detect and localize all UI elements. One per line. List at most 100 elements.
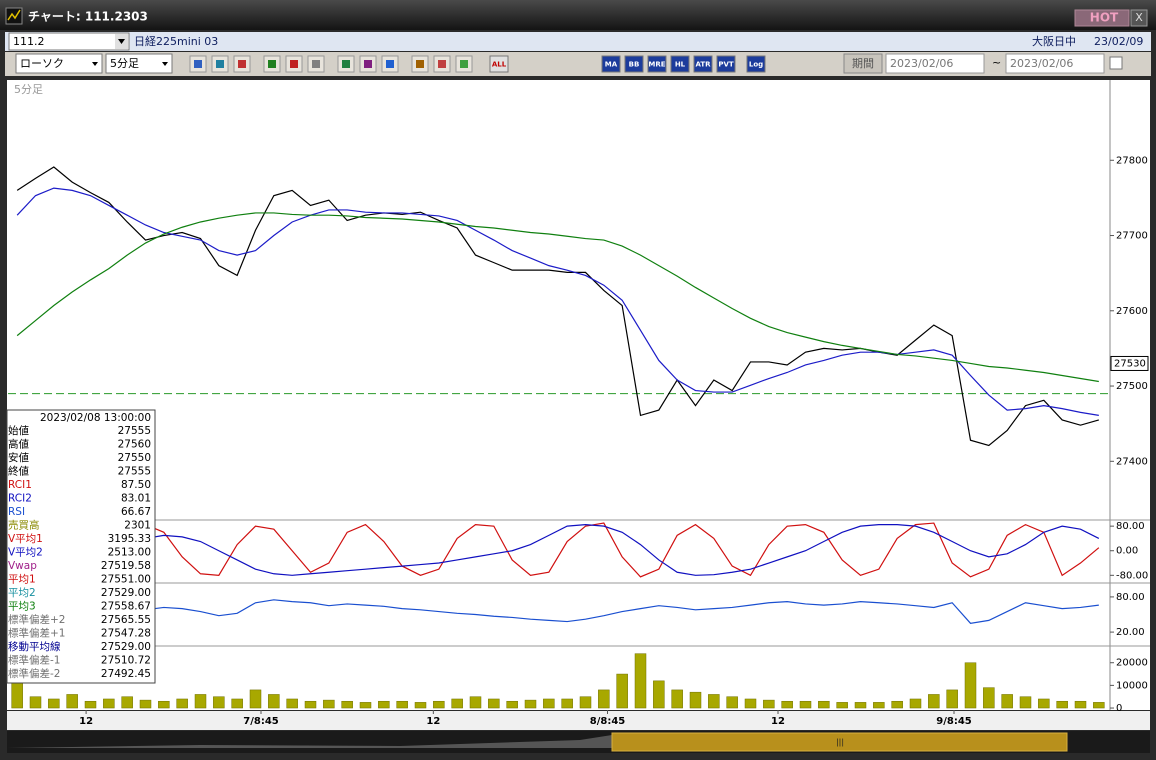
x-tick-label: 9/8:45	[936, 716, 972, 727]
info-value: 83.01	[121, 493, 151, 505]
interval[interactable]: 5分足	[110, 57, 139, 70]
code[interactable]: 111.2	[13, 35, 45, 48]
info-label: 標準偏差-2	[8, 667, 60, 680]
info-label: RCI1	[8, 479, 32, 491]
volume-bar	[891, 700, 903, 709]
tool-button-label[interactable]: ATR	[695, 61, 711, 69]
volume-bar	[323, 699, 335, 709]
volume-bar	[341, 700, 353, 709]
volume-bar	[268, 694, 280, 709]
info-label: 始値	[8, 424, 29, 437]
tool-button[interactable]	[624, 55, 644, 73]
info-value: 27555	[118, 425, 151, 437]
tool-button[interactable]	[647, 55, 667, 73]
info-value: 27565.55	[101, 614, 151, 626]
tool-button-label[interactable]: BB	[629, 61, 640, 69]
checkbox[interactable]	[1109, 56, 1123, 70]
tool-button-label[interactable]: HL	[675, 61, 686, 69]
volume-bar	[11, 680, 23, 709]
info-datetime: 2023/02/08 13:00:00	[40, 412, 151, 424]
tool-button-label[interactable]: ALL	[492, 61, 507, 69]
volume-bar	[873, 702, 885, 709]
tool-icon-glyph	[290, 60, 298, 68]
tool-icon-glyph	[342, 60, 350, 68]
volume-bar	[176, 698, 188, 709]
series-line	[16, 187, 1099, 416]
instrument-name: 日経225mini 03	[134, 35, 218, 48]
period-button[interactable]	[843, 53, 883, 74]
tool-button[interactable]	[489, 55, 509, 73]
last-price-box	[1110, 355, 1149, 371]
info-value: 27555	[118, 466, 151, 478]
close-label[interactable]: X	[1135, 11, 1143, 24]
tool-button[interactable]	[746, 55, 766, 73]
y-tick-label: 27600	[1116, 306, 1148, 317]
chart-kind-combo[interactable]	[15, 53, 103, 74]
tool-button-label[interactable]: MRE	[648, 61, 665, 69]
tool-icon-glyph	[216, 60, 224, 68]
volume-bar	[909, 698, 922, 709]
last-price-label: 27530	[1114, 358, 1146, 369]
tool-icon-glyph	[438, 60, 446, 68]
tool-button-label[interactable]: Log	[749, 61, 763, 69]
close-button[interactable]	[1130, 9, 1148, 27]
y-tick-label: 80.00	[1116, 521, 1145, 532]
volume-bar	[48, 698, 60, 709]
hot-button[interactable]	[1074, 9, 1130, 27]
scroll-thumb[interactable]	[611, 732, 1068, 752]
code-combo[interactable]	[8, 32, 130, 51]
tool-button[interactable]	[601, 55, 621, 73]
volume-bar	[1019, 696, 1032, 709]
info-value: 27550	[118, 452, 151, 464]
volume-bar	[708, 694, 720, 709]
y-tick-label: 27700	[1116, 231, 1148, 242]
y-tick-label: -80.00	[1116, 570, 1148, 581]
volume-bar	[29, 696, 42, 709]
info-value: 27510.72	[101, 655, 151, 667]
volume-bar	[249, 689, 262, 709]
info-value: 3195.33	[108, 533, 151, 545]
to-date-box[interactable]	[1005, 53, 1105, 74]
charts: 27400 27500 27600 27700 27800 5分足 12 7/8:45 12 8/…	[8, 83, 1149, 727]
tilde: ~	[992, 56, 1001, 69]
volume-bar	[964, 662, 977, 709]
info-label: 移動平均線	[8, 640, 61, 653]
volume-bar	[396, 700, 408, 709]
volume-bar	[66, 694, 78, 709]
tool-button-label[interactable]: PVT	[718, 61, 734, 69]
volume-bar	[634, 653, 647, 709]
tool-icon-glyph	[460, 60, 468, 68]
volume-bar	[818, 700, 830, 709]
volume-bar	[689, 691, 702, 709]
tool-button[interactable]	[670, 55, 690, 73]
to-date[interactable]: 2023/02/06	[1010, 57, 1073, 70]
tool-button-label[interactable]: MA	[605, 61, 618, 69]
tool-button[interactable]	[716, 55, 736, 73]
period-label[interactable]: 期間	[852, 57, 874, 70]
volume-bar	[524, 699, 537, 709]
series-line	[16, 166, 1099, 447]
interval-combo[interactable]	[105, 53, 173, 74]
session: 大阪日中	[1032, 34, 1076, 48]
y-tick-label: 27400	[1116, 456, 1148, 467]
volume-bar	[451, 698, 463, 709]
tool-button[interactable]	[693, 55, 713, 73]
y-tick-label: 0	[1116, 703, 1122, 714]
volume-bar	[854, 702, 867, 709]
header-date: 23/02/09	[1094, 35, 1143, 48]
volume-bar	[469, 696, 482, 709]
tool-icon-glyph	[364, 60, 372, 68]
info-label: 安値	[8, 451, 29, 464]
volume-bar	[616, 673, 628, 709]
volume-bar	[836, 702, 848, 709]
volume-bar	[378, 700, 390, 709]
from-date[interactable]: 2023/02/06	[890, 57, 953, 70]
chart-kind[interactable]: ローソク	[20, 57, 64, 70]
hot-label[interactable]: HOT	[1090, 11, 1119, 25]
volume-bar	[653, 680, 665, 709]
from-date-box[interactable]	[885, 53, 985, 74]
info-label: 高値	[8, 438, 29, 451]
volume-bar	[579, 696, 592, 709]
tool-icon-glyph	[268, 60, 276, 68]
